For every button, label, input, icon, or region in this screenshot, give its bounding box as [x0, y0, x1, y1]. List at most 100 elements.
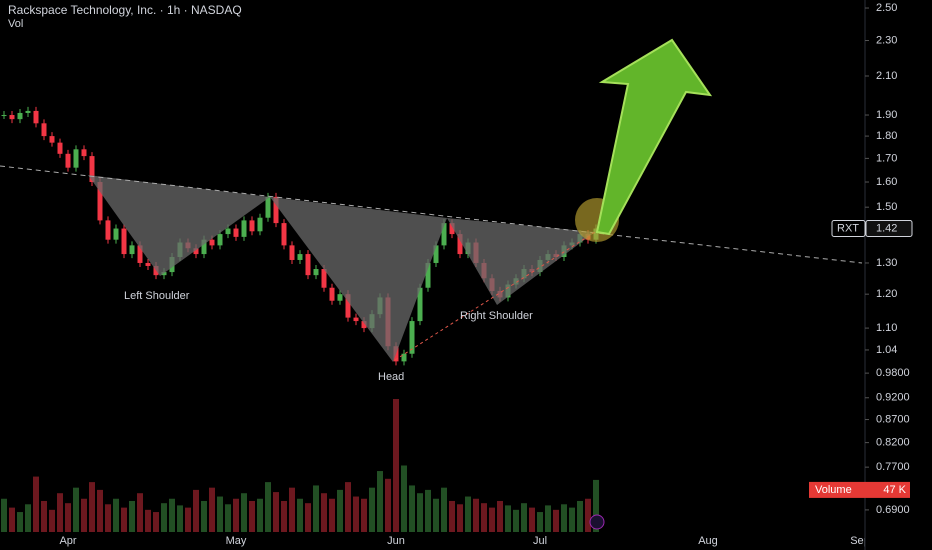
- candle: [153, 265, 159, 276]
- y-tick-label: 0.6900: [876, 504, 910, 516]
- volume-bar: [577, 500, 583, 532]
- candle: [345, 294, 351, 318]
- candle: [41, 123, 47, 137]
- volume-bar: [105, 504, 111, 532]
- volume-bar: [137, 493, 143, 532]
- volume-bar: [169, 498, 175, 532]
- volume-bar: [561, 504, 567, 532]
- candle: [81, 149, 87, 157]
- volume-tag-value: 47 K: [883, 484, 906, 496]
- candle: [209, 239, 215, 246]
- volume-bar: [97, 489, 103, 532]
- chart-subtitle: Vol: [8, 18, 23, 30]
- candle: [73, 149, 79, 168]
- volume-bar: [241, 493, 247, 532]
- volume-bar: [505, 505, 511, 532]
- y-tick-label: 1.50: [876, 201, 897, 213]
- volume-bar: [585, 498, 591, 532]
- volume-bar: [521, 503, 527, 532]
- volume-bar: [161, 503, 167, 532]
- candle: [305, 254, 311, 276]
- pattern-annotations: [0, 38, 863, 530]
- volume-bar: [73, 487, 79, 532]
- candle: [433, 245, 439, 263]
- candle: [57, 142, 63, 154]
- volume-bar: [425, 489, 431, 532]
- volume-bar: [465, 496, 471, 532]
- candle: [233, 228, 239, 237]
- volume-bar: [281, 500, 287, 532]
- candle: [257, 217, 263, 232]
- volume-bar: [385, 478, 391, 532]
- neckline: [0, 165, 863, 264]
- candle: [1, 115, 7, 117]
- volume-bar: [529, 507, 535, 532]
- volume-bar: [417, 493, 423, 532]
- volume-bar: [113, 498, 119, 532]
- volume-bar: [233, 498, 239, 532]
- up-arrow: [595, 38, 713, 236]
- candle: [401, 353, 407, 362]
- volume-bar: [129, 500, 135, 532]
- candle: [89, 156, 95, 183]
- candle: [281, 223, 287, 246]
- volume-bar: [185, 507, 191, 532]
- candle: [441, 223, 447, 246]
- candle: [449, 223, 455, 235]
- volume-bar: [249, 500, 255, 532]
- y-tick-label: 0.7700: [876, 461, 910, 473]
- x-tick-label: Jun: [387, 535, 405, 547]
- candle: [161, 272, 167, 276]
- volume-bar: [193, 489, 199, 532]
- volume-bar: [25, 504, 31, 532]
- volume-bar: [217, 496, 223, 532]
- volume-bar: [177, 505, 183, 532]
- price-tag: [865, 220, 913, 238]
- volume-bar: [361, 498, 367, 532]
- volume-bar: [1, 498, 7, 532]
- candle: [425, 262, 431, 288]
- volume-bar: [225, 504, 231, 532]
- candle: [121, 228, 127, 255]
- candle: [49, 136, 55, 143]
- volume-bar: [401, 465, 407, 532]
- candle: [193, 248, 199, 255]
- volume-bar: [409, 485, 415, 532]
- y-tick-label: 0.8200: [876, 437, 910, 449]
- candle: [9, 115, 15, 120]
- y-tick-label: 2.10: [876, 70, 897, 82]
- candle: [65, 153, 71, 168]
- volume-bar: [313, 485, 319, 532]
- volume-bar: [353, 496, 359, 532]
- x-tick-label: May: [226, 535, 247, 547]
- volume-bar: [337, 489, 343, 532]
- volume-bar: [321, 493, 327, 532]
- y-tick-label: 0.9200: [876, 392, 910, 404]
- y-tick-label: 1.30: [876, 257, 897, 269]
- volume-bar: [593, 479, 599, 532]
- volume-bar: [369, 487, 375, 532]
- candle: [273, 196, 279, 224]
- y-tick-label: 1.60: [876, 176, 897, 188]
- symbol-label: RXT: [837, 222, 859, 234]
- volume-bar: [297, 498, 303, 532]
- candle: [137, 245, 143, 263]
- candle: [313, 269, 319, 276]
- volume-bar: [273, 492, 279, 532]
- volume-bar: [393, 399, 399, 532]
- candle: [113, 228, 119, 240]
- volume-bar: [345, 482, 351, 532]
- volume-bar: [489, 507, 495, 532]
- candle: [129, 245, 135, 255]
- candle: [105, 220, 111, 240]
- candle: [329, 287, 335, 301]
- volume-bar: [265, 482, 271, 532]
- volume-bar: [305, 503, 311, 532]
- y-tick-label: 1.04: [876, 344, 897, 356]
- axis-panel: [865, 0, 932, 550]
- volume-bar: [17, 512, 23, 532]
- y-tick-label: 1.70: [876, 152, 897, 164]
- y-tick-label: 1.20: [876, 288, 897, 300]
